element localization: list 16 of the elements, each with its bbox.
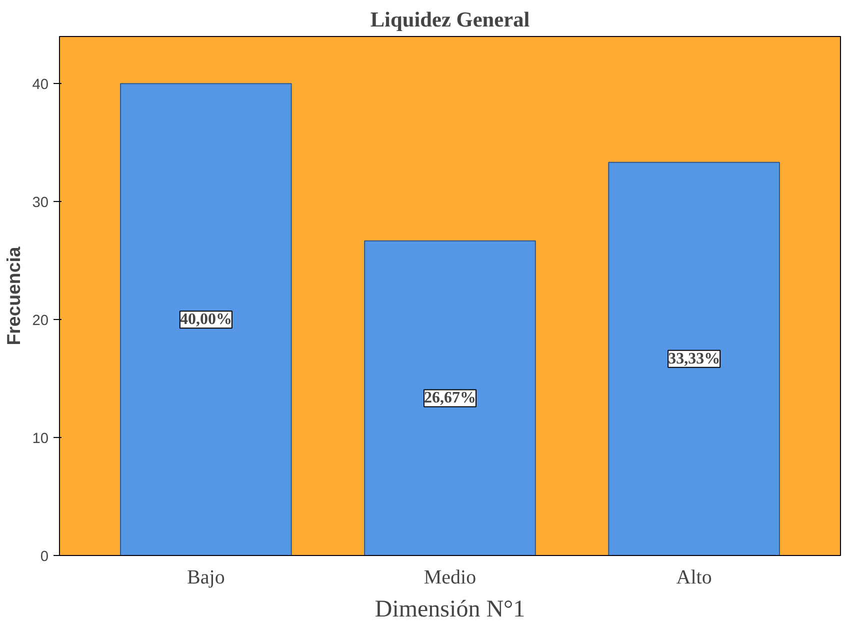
y-axis-title: Frecuencia [3, 246, 24, 346]
x-tick-label: Alto [676, 566, 712, 588]
data-label: 33,33% [668, 350, 720, 368]
y-tick-label: 30 [32, 195, 49, 212]
chart-title: Liquidez General [370, 8, 530, 32]
y-tick-label: 10 [32, 431, 49, 448]
y-tick-label: 40 [32, 77, 49, 94]
bar [608, 162, 780, 556]
x-axis-title: Dimensión N°1 [374, 596, 526, 622]
data-label: 26,67% [424, 390, 476, 407]
x-tick-label: Bajo [187, 566, 225, 588]
y-tick-label: 0 [40, 549, 49, 565]
y-tick-label: 20 [32, 313, 49, 330]
bar [120, 83, 292, 556]
bar [364, 240, 536, 556]
x-tick-label: Medio [424, 566, 476, 588]
